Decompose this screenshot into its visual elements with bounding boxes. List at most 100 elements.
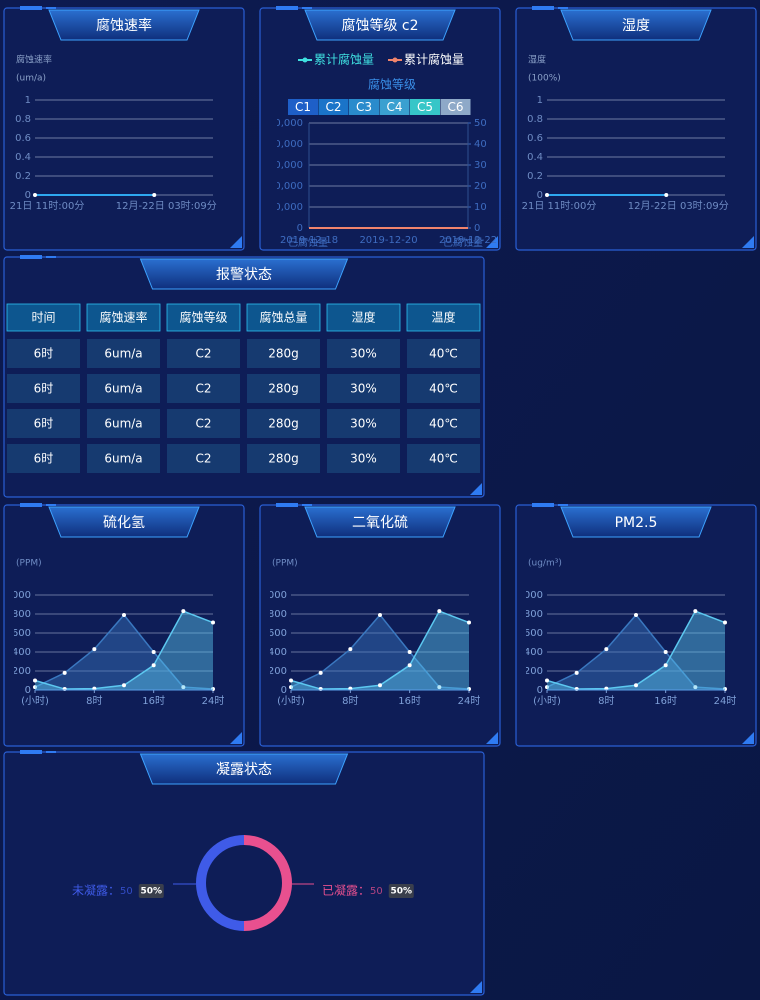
table-cell-text: 30% [350,417,377,431]
y-tick-label: 0.4 [527,152,543,163]
panel-corner [486,732,498,744]
panel-corner [742,732,754,744]
table-cell-text: 6时 [34,382,54,396]
data-point [693,685,698,690]
panel-decor [558,504,568,506]
panel-title: 二氧化硫 [352,515,408,531]
panel-decor [558,7,568,9]
panel-corner [470,981,482,993]
table-cell-text: 280g [268,347,299,361]
y-tick-label: 0.6 [527,133,543,144]
level-label: C6 [447,100,463,114]
y-tick-label: 400 [12,647,31,658]
x-tick-label: 2019-12-20 [359,235,417,246]
x-tick-label: 12月-22日 03时:09分 [628,200,729,212]
y2-axis-label: 已腐蚀量 [443,236,483,249]
percent-badge [138,884,164,898]
y-tick-label: 0.2 [15,171,31,182]
table-cell-text: C2 [195,452,211,466]
data-point [289,685,293,690]
table-cell [167,444,240,473]
table-header-text: 腐蚀速率 [99,310,147,325]
panel [515,7,757,251]
y-tick-label: 20,000 [268,181,303,192]
data-point [33,678,37,683]
y-axis-label: 已腐蚀量 [288,236,328,249]
data-point [467,620,471,625]
y-tick-label: 200 [524,666,543,677]
y-tick-label: 600 [12,628,31,639]
y-tick-label: 10,000 [268,202,303,213]
data-point [437,609,442,614]
data-point [378,612,382,617]
chart-subtitle: 腐蚀等级 [368,77,416,92]
x-tick-label: (小时) [533,695,561,707]
table-cell [167,339,240,368]
level-box [410,99,440,115]
table-header-text: 湿度 [351,310,375,325]
percent-badge [388,884,414,898]
data-point [151,663,156,668]
data-point [122,683,126,688]
title-tab [48,506,200,538]
y-axis-unit: (PPM) [16,559,42,569]
y-tick-label: 0 [25,685,31,696]
data-point [151,650,156,654]
table-cell-text: 6时 [34,347,54,361]
panel-decor [46,751,56,753]
title-tab [560,9,712,41]
panel-title: 湿度 [622,18,650,34]
data-point [634,683,638,688]
title-tab [139,753,349,785]
data-area [547,614,725,690]
table-header-text: 腐蚀总量 [259,310,307,325]
level-box [288,99,318,115]
panel-decor [532,6,554,10]
y-axis-unit: (PPM) [272,559,298,569]
y-tick-label: 800 [524,609,543,620]
chart-area: (ug/m³) 0 200 400 600 800 1000 (小时) 8时 16时 24时 [524,559,737,708]
y-tick-label: 200 [12,666,31,677]
table-cell-text: 280g [268,452,299,466]
y-axis-unit: (ug/m³) [528,559,562,569]
table-cell [247,374,320,403]
data-area [35,614,213,690]
data-point [289,678,293,683]
data-point [545,193,549,197]
x-tick-label: 24时 [714,695,737,707]
panel-corner [230,732,242,744]
data-point [574,670,579,675]
table-header-text: 时间 [31,311,55,325]
data-point [664,193,669,197]
chart-area: 湿度 (100%) 0 0.2 0.4 0.6 0.8 1 21日 11时:00分 12月-22日… [522,54,729,213]
table-cell-text: 6um/a [104,347,142,361]
table-cell [247,339,320,368]
x-tick-label: 16时 [398,695,421,707]
table-cell-text: 280g [268,417,299,431]
data-point [437,685,442,690]
table-cell-text: 6um/a [104,417,142,431]
table-cell [327,374,400,403]
chart-area: (PPM) 0 200 400 600 800 1000 (小时) 8时 16时 24时 [6,559,224,708]
level-label: C4 [386,100,402,114]
y-tick-label: 0.8 [527,114,543,125]
panel-decor [46,7,56,9]
data-point [181,685,186,690]
chart-area: (PPM) 0 200 400 600 800 1000 (小时) 8时 16时 24时 [270,559,481,708]
table-cell [87,374,160,403]
y-tick-label: 1000 [6,590,31,601]
x-tick-label: 24时 [458,695,481,707]
table-cell-text: 40℃ [429,347,458,361]
title-tab [560,506,712,538]
y-tick-label: 0 [537,190,543,201]
x-tick-label: 8时 [598,695,614,707]
panel-decor [532,503,554,507]
data-area [291,614,469,690]
data-point [545,678,549,683]
table-cell [407,374,480,403]
title-tab [139,258,349,290]
legend-marker [302,57,308,63]
y-tick-label: 400 [524,647,543,658]
y-tick-label: 50,000 [268,118,303,129]
